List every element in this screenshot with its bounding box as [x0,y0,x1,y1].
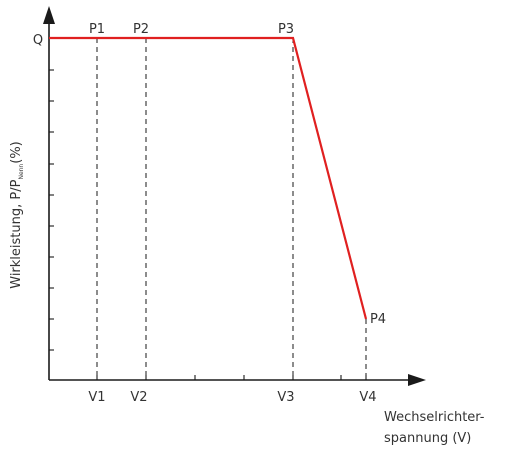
x-axis-label-line2: spannung (V) [384,431,471,446]
point-label-p1: P1 [89,22,105,37]
x-axis-arrow [408,374,426,386]
point-label-p2: P2 [133,22,149,37]
y-axis-label-main: Wirkleistung, P/P [9,179,24,288]
x-axis-label-line1: Wechselrichter- [384,410,485,425]
y-axis-arrow [43,6,55,24]
point-label-p3: P3 [278,22,294,37]
y-axis-label: Wirkleistung, P/PNenn(%) [9,141,25,289]
voltage-label-v4: V4 [359,390,376,405]
y-axis-label-suffix: (%) [9,141,24,164]
voltage-label-v3: V3 [277,390,294,405]
y-axis-label-text: Wirkleistung, P/PNenn(%) [9,141,25,289]
voltage-label-v1: V1 [88,390,105,405]
level-label-q: Q [33,33,43,48]
y-axis-label-sub: Nenn [18,164,25,180]
voltage-label-v2: V2 [130,390,147,405]
point-label-p4: P4 [370,312,386,327]
